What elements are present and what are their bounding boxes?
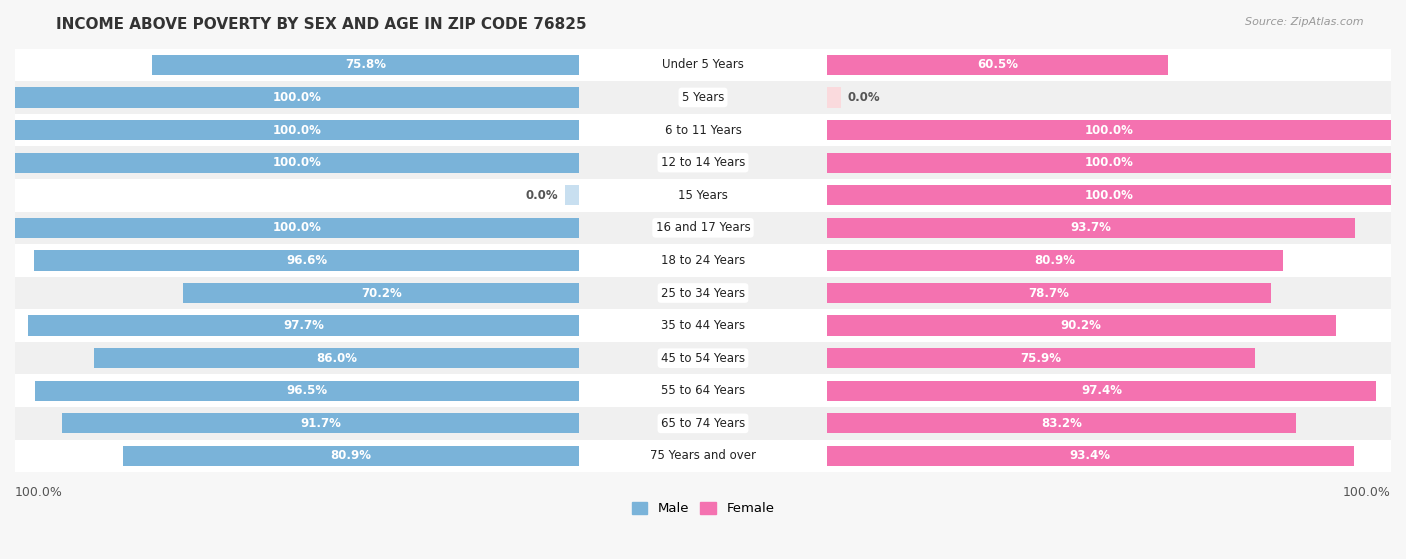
Text: 12 to 14 Years: 12 to 14 Years [661,156,745,169]
Bar [28,315,579,336]
Bar [15,113,1391,146]
Text: 96.5%: 96.5% [287,384,328,397]
Bar [15,179,1391,211]
Text: 93.4%: 93.4% [1070,449,1111,462]
Bar [15,309,1391,342]
Bar [15,146,1391,179]
Text: 70.2%: 70.2% [361,287,402,300]
Bar [62,413,579,433]
Text: 97.7%: 97.7% [283,319,323,332]
Bar [15,153,579,173]
Bar [94,348,579,368]
Text: 100.0%: 100.0% [273,156,322,169]
Text: 6 to 11 Years: 6 to 11 Years [665,124,741,136]
Bar [827,250,1284,271]
Text: 91.7%: 91.7% [299,417,340,430]
Text: 100.0%: 100.0% [1084,124,1133,136]
Text: 83.2%: 83.2% [1040,417,1083,430]
Text: 100.0%: 100.0% [1343,486,1391,499]
Text: 100.0%: 100.0% [15,486,63,499]
Bar [15,244,1391,277]
Text: 75 Years and over: 75 Years and over [650,449,756,462]
Bar [35,381,579,401]
Text: 35 to 44 Years: 35 to 44 Years [661,319,745,332]
Text: 97.4%: 97.4% [1081,384,1122,397]
Bar [34,250,579,271]
Bar [827,413,1296,433]
Text: 16 and 17 Years: 16 and 17 Years [655,221,751,234]
Text: 80.9%: 80.9% [1035,254,1076,267]
Bar [15,277,1391,309]
Text: 5 Years: 5 Years [682,91,724,104]
Text: 0.0%: 0.0% [848,91,880,104]
Text: 0.0%: 0.0% [526,189,558,202]
Bar [827,120,1391,140]
Text: 80.9%: 80.9% [330,449,371,462]
Bar [827,55,1168,75]
Text: 15 Years: 15 Years [678,189,728,202]
Bar [15,120,579,140]
Bar [827,153,1391,173]
Text: 45 to 54 Years: 45 to 54 Years [661,352,745,364]
Bar [15,217,579,238]
Bar [15,342,1391,375]
Text: 55 to 64 Years: 55 to 64 Years [661,384,745,397]
Text: 86.0%: 86.0% [316,352,357,364]
Text: 100.0%: 100.0% [1084,189,1133,202]
Bar [827,348,1256,368]
Text: 25 to 34 Years: 25 to 34 Years [661,287,745,300]
Text: 90.2%: 90.2% [1062,319,1102,332]
Text: INCOME ABOVE POVERTY BY SEX AND AGE IN ZIP CODE 76825: INCOME ABOVE POVERTY BY SEX AND AGE IN Z… [56,17,586,32]
Bar [565,185,579,205]
Text: 96.6%: 96.6% [285,254,328,267]
Bar [827,283,1271,303]
Bar [15,440,1391,472]
Text: 100.0%: 100.0% [273,124,322,136]
Text: 93.7%: 93.7% [1071,221,1112,234]
Bar [15,87,579,107]
Text: 60.5%: 60.5% [977,58,1018,72]
Text: 65 to 74 Years: 65 to 74 Years [661,417,745,430]
Bar [15,49,1391,81]
Text: 75.9%: 75.9% [1021,352,1062,364]
Bar [827,381,1376,401]
Bar [827,446,1354,466]
Bar [827,185,1391,205]
Bar [15,81,1391,113]
Text: 78.7%: 78.7% [1028,287,1070,300]
Text: 100.0%: 100.0% [1084,156,1133,169]
Bar [122,446,579,466]
Text: Under 5 Years: Under 5 Years [662,58,744,72]
Text: Source: ZipAtlas.com: Source: ZipAtlas.com [1246,17,1364,27]
Bar [15,375,1391,407]
Bar [827,315,1336,336]
Text: 100.0%: 100.0% [273,91,322,104]
Legend: Male, Female: Male, Female [626,497,780,521]
Bar [827,217,1355,238]
Bar [827,87,841,107]
Bar [15,407,1391,440]
Text: 100.0%: 100.0% [273,221,322,234]
Bar [152,55,579,75]
Text: 18 to 24 Years: 18 to 24 Years [661,254,745,267]
Bar [15,211,1391,244]
Text: 75.8%: 75.8% [344,58,385,72]
Bar [183,283,579,303]
